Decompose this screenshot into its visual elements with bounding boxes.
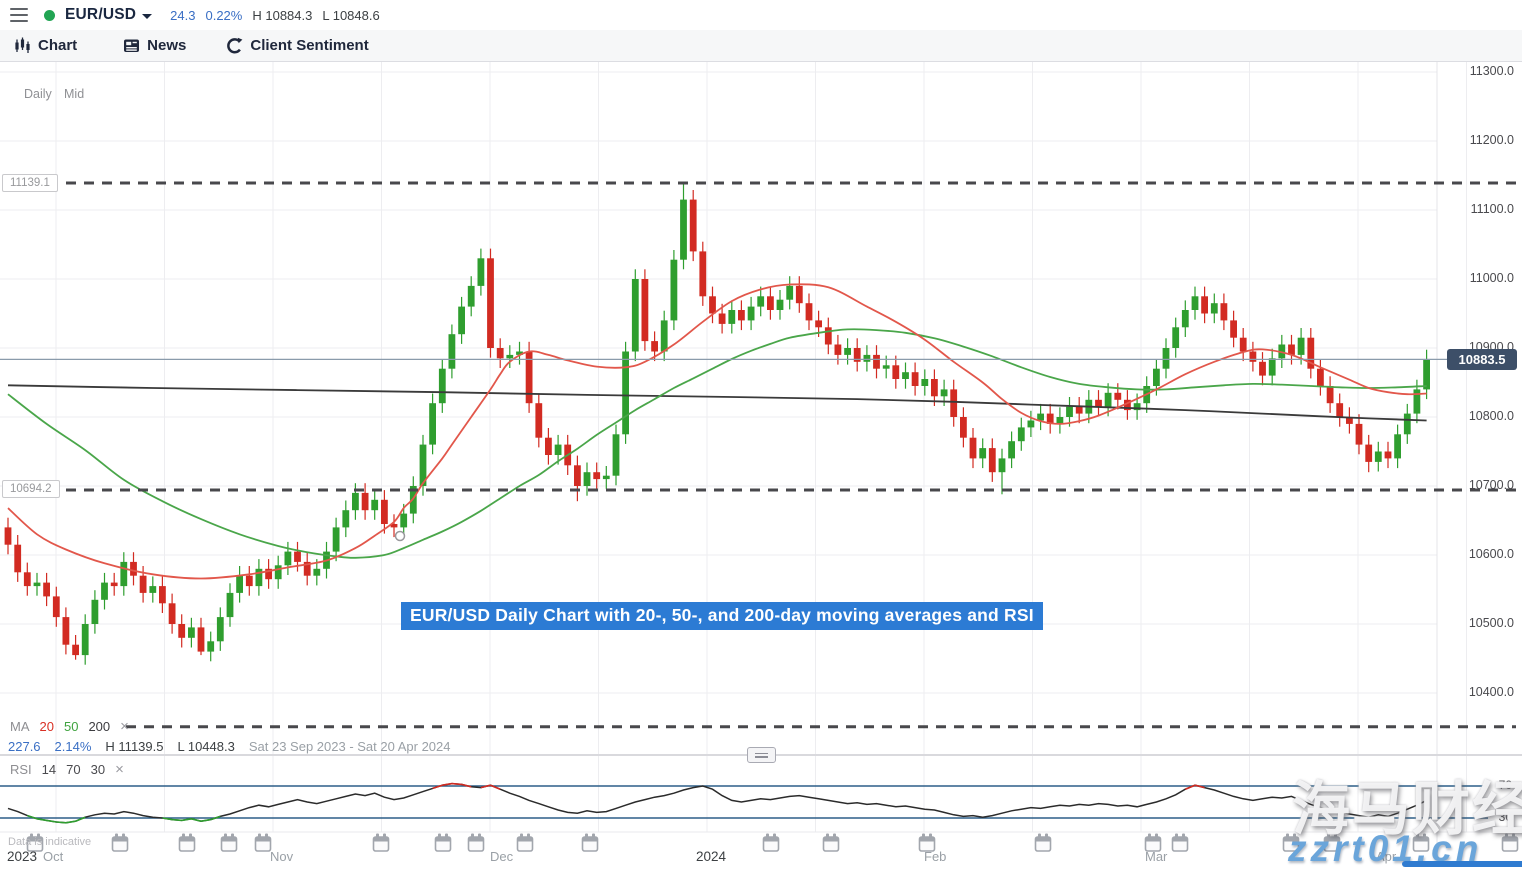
range-stats: 227.6 2.14% H 11139.5 L 10448.3 Sat 23 S…: [8, 739, 451, 754]
price-tick-label: 10800.0: [1468, 409, 1514, 423]
tab-chart[interactable]: Chart: [0, 30, 91, 61]
time-axis-label: Mar: [1145, 849, 1168, 864]
date-range: Sat 23 Sep 2023 - Sat 20 Apr 2024: [248, 739, 451, 754]
sentiment-gauge-icon: [227, 37, 243, 54]
calendar-icon: [1323, 833, 1341, 852]
price-tick-label: 10500.0: [1468, 616, 1514, 630]
time-axis-label: Oct: [43, 849, 64, 864]
price-tick-label: 11200.0: [1469, 133, 1514, 147]
tab-chart-label: Chart: [38, 37, 78, 54]
price-tick-label: 10400.0: [1468, 685, 1514, 699]
range-high: H 11139.5: [105, 739, 164, 754]
ma50-period: 50: [63, 719, 79, 734]
calendar-icon: [581, 833, 599, 852]
symbol-name: EUR/USD: [65, 6, 137, 23]
calendar-icon: [434, 833, 452, 852]
top-bar: EUR/USD 24.3 0.22% H 10884.3 L 10848.6: [0, 0, 1522, 30]
symbol-dropdown[interactable]: EUR/USD: [65, 6, 153, 24]
rsi-oversold-level: 30: [90, 762, 106, 777]
chart-panel: Daily Mid 11139.1 10694.2 11300.0 11200.0…: [0, 62, 1522, 869]
rsi-indicator-legend[interactable]: RSI 14 70 30 ×: [10, 762, 124, 777]
calendar-icon: [1282, 833, 1300, 852]
rsi-overbought-level: 70: [66, 762, 81, 777]
range-change: 227.6: [8, 739, 41, 754]
chart-caption: EUR/USD Daily Chart with 20-, 50-, and 2…: [401, 602, 1043, 630]
price-tick-label: 11100.0: [1470, 202, 1514, 216]
price-mode-label[interactable]: Mid: [64, 87, 85, 101]
rsi-70-label: 70: [1498, 778, 1512, 792]
menu-icon[interactable]: [10, 8, 28, 22]
level-label-high: 11139.1: [2, 174, 58, 192]
calendar-icons[interactable]: [26, 833, 1519, 852]
tab-news[interactable]: News: [109, 30, 200, 61]
price-tick-label: 11300.0: [1469, 64, 1514, 78]
range-low: L 10448.3: [177, 739, 235, 754]
ma200-period: 200: [88, 719, 111, 734]
news-icon: [124, 39, 140, 52]
change-value: 24.3: [170, 7, 196, 23]
data-indicative-note: Data is indicative: [8, 836, 92, 848]
rsi-30-label: 30: [1498, 810, 1512, 824]
calendar-icon: [1171, 833, 1189, 852]
tab-client-sentiment[interactable]: Client Sentiment: [212, 30, 382, 61]
tab-news-label: News: [147, 37, 187, 54]
calendar-icon: [26, 833, 44, 852]
watermark-underline: [1402, 861, 1522, 867]
tab-bar: Chart News Client Sentiment: [0, 30, 1522, 92]
panel-resize-handle[interactable]: [747, 747, 776, 763]
timeframe-label[interactable]: Daily: [24, 87, 52, 101]
change-percent: 0.22%: [205, 7, 243, 23]
time-axis-label: 2024: [696, 849, 727, 864]
time-axis-label: Nov: [270, 849, 294, 864]
calendar-icon: [918, 833, 936, 852]
current-price-badge: 10883.5: [1447, 349, 1517, 370]
calendar-icon: [178, 833, 196, 852]
ma50-line: [7, 328, 1427, 559]
candlestick-series: [4, 183, 1430, 665]
calendar-icon: [1034, 833, 1052, 852]
ma-indicator-legend[interactable]: MA 20 50 200 ×: [10, 719, 129, 734]
calendar-icon: [1144, 833, 1162, 852]
calendar-icon: [467, 833, 485, 852]
watermark-brand: 海马财经: [1292, 777, 1522, 842]
rsi-period: 14: [41, 762, 57, 777]
calendar-icon: [762, 833, 780, 852]
session-high: H 10884.3: [252, 7, 313, 23]
calendar-icon: [1501, 833, 1519, 852]
rsi-legend-name: RSI: [10, 762, 32, 777]
calendar-icon: [220, 833, 238, 852]
ma200-line: [7, 384, 1427, 422]
price-tick-label: 10600.0: [1468, 547, 1514, 561]
calendar-icon: [1412, 833, 1430, 852]
time-axis-label: Feb: [924, 849, 947, 864]
time-axis-label: Dec: [490, 849, 514, 864]
level-lines: [66, 181, 1516, 729]
ma20-period: 20: [39, 719, 54, 734]
chart-icon: [15, 37, 30, 53]
time-axis-label: 2023: [7, 849, 38, 864]
rsi-line: [7, 782, 1427, 824]
price-tick-label: 10700.0: [1468, 478, 1514, 492]
ma-legend-name: MA: [10, 719, 30, 734]
market-open-status-dot: [44, 9, 55, 21]
calendar-icon: [372, 833, 390, 852]
range-change-pct: 2.14%: [54, 739, 92, 754]
time-axis-label: Apr: [1376, 849, 1397, 864]
level-label-low: 10694.2: [2, 480, 60, 498]
calendar-icon: [516, 833, 534, 852]
calendar-icon: [254, 833, 272, 852]
session-low: L 10848.6: [322, 7, 380, 23]
chevron-down-icon: [142, 13, 153, 19]
caption-anchor-marker: [394, 530, 406, 542]
price-tick-label: 11000.0: [1469, 271, 1514, 285]
calendar-icon: [822, 833, 840, 852]
rsi-close-icon[interactable]: ×: [115, 761, 124, 778]
ma20-line: [7, 283, 1427, 580]
calendar-icon: [111, 833, 129, 852]
ma-close-icon[interactable]: ×: [120, 718, 129, 735]
tab-client-sentiment-label: Client Sentiment: [250, 37, 369, 54]
